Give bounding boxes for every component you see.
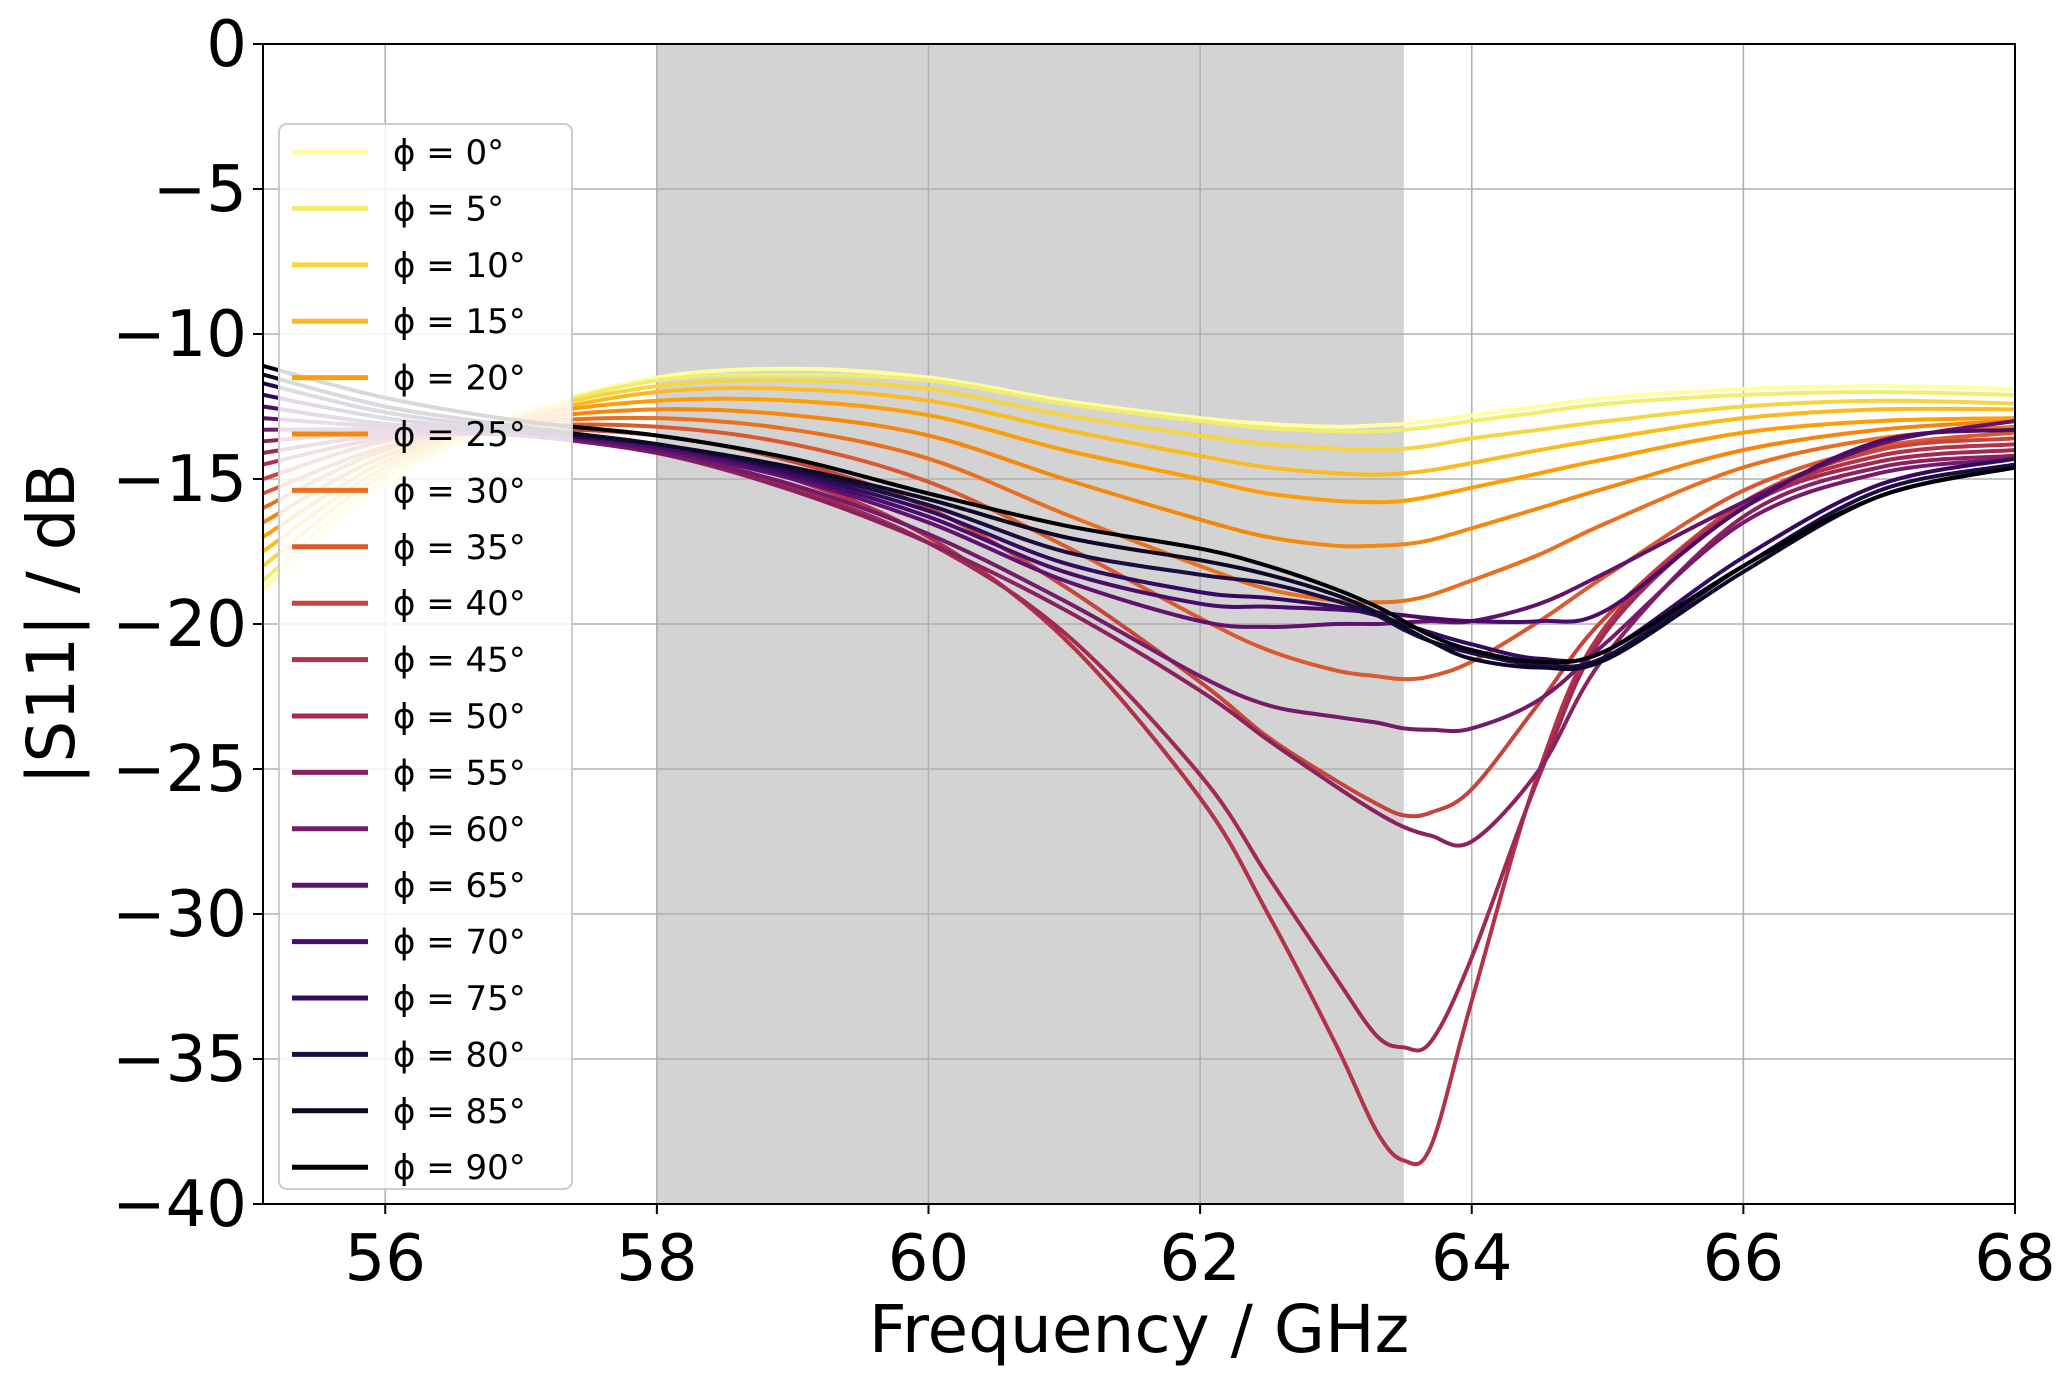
legend-label-5: ϕ = 25° [393, 415, 526, 455]
x-tick-label: 66 [1703, 1222, 1784, 1296]
series-line-1 [263, 372, 2015, 583]
legend-frame [278, 123, 573, 1190]
y-axis-ticks: 0 −5 −10 −15 −20 −25 −30 −35 −40 [112, 8, 263, 1242]
series-line-2 [263, 378, 2015, 568]
y-tick-label: −25 [112, 733, 247, 807]
series-line-13 [263, 416, 2015, 629]
series-line-3 [263, 386, 2015, 554]
y-tick-label: −15 [112, 443, 247, 517]
legend-label-2: ϕ = 10° [393, 246, 526, 286]
series-lines [263, 363, 2015, 1167]
y-tick-label: −20 [112, 588, 247, 662]
legend-label-1: ϕ = 5° [393, 189, 504, 229]
series-line-4 [263, 396, 2015, 539]
x-tick-label: 64 [1431, 1222, 1512, 1296]
legend-label-11: ϕ = 55° [393, 753, 526, 793]
legend-label-3: ϕ = 15° [393, 302, 526, 342]
x-axis-title: Frequency / GHz [869, 1291, 1410, 1368]
x-axis-ticks: 56 58 60 62 64 66 68 [345, 1204, 2056, 1296]
y-tick-label: 0 [206, 8, 247, 82]
y-tick-label: −10 [112, 298, 247, 372]
legend: ϕ = 0° ϕ = 5° ϕ = 10° ϕ = 15° ϕ = 20° ϕ = 25°… [278, 123, 573, 1190]
legend-label-6: ϕ = 30° [393, 471, 526, 511]
legend-label-17: ϕ = 85° [393, 1092, 526, 1132]
legend-label-7: ϕ = 35° [393, 528, 526, 568]
series-line-14 [263, 404, 2015, 625]
legend-label-16: ϕ = 80° [393, 1035, 526, 1075]
series-line-5 [263, 407, 2015, 549]
legend-label-13: ϕ = 65° [393, 866, 526, 906]
legend-label-14: ϕ = 70° [393, 923, 526, 963]
legend-label-4: ϕ = 20° [393, 359, 526, 399]
series-line-6 [263, 415, 2015, 605]
y-tick-label: −30 [112, 878, 247, 952]
x-tick-label: 68 [1974, 1222, 2055, 1296]
x-tick-label: 56 [345, 1222, 426, 1296]
y-tick-label: −35 [112, 1023, 247, 1097]
series-line-12 [263, 427, 2015, 734]
y-axis-title: |S11| / dB [13, 463, 90, 785]
legend-label-9: ϕ = 45° [393, 641, 526, 681]
series-line-18 [263, 363, 2015, 665]
legend-label-8: ϕ = 40° [393, 584, 526, 624]
y-tick-label: −5 [153, 153, 247, 227]
legend-label-18: ϕ = 90° [393, 1148, 526, 1188]
x-tick-label: 62 [1159, 1222, 1240, 1296]
x-tick-label: 58 [616, 1222, 697, 1296]
x-tick-label: 60 [888, 1222, 969, 1296]
legend-label-15: ϕ = 75° [393, 979, 526, 1019]
y-tick-label: −40 [112, 1168, 247, 1242]
legend-label-0: ϕ = 0° [393, 133, 504, 173]
series-line-17 [263, 372, 2015, 672]
series-line-7 [263, 422, 2015, 682]
legend-label-10: ϕ = 50° [393, 697, 526, 737]
legend-label-12: ϕ = 60° [393, 810, 526, 850]
